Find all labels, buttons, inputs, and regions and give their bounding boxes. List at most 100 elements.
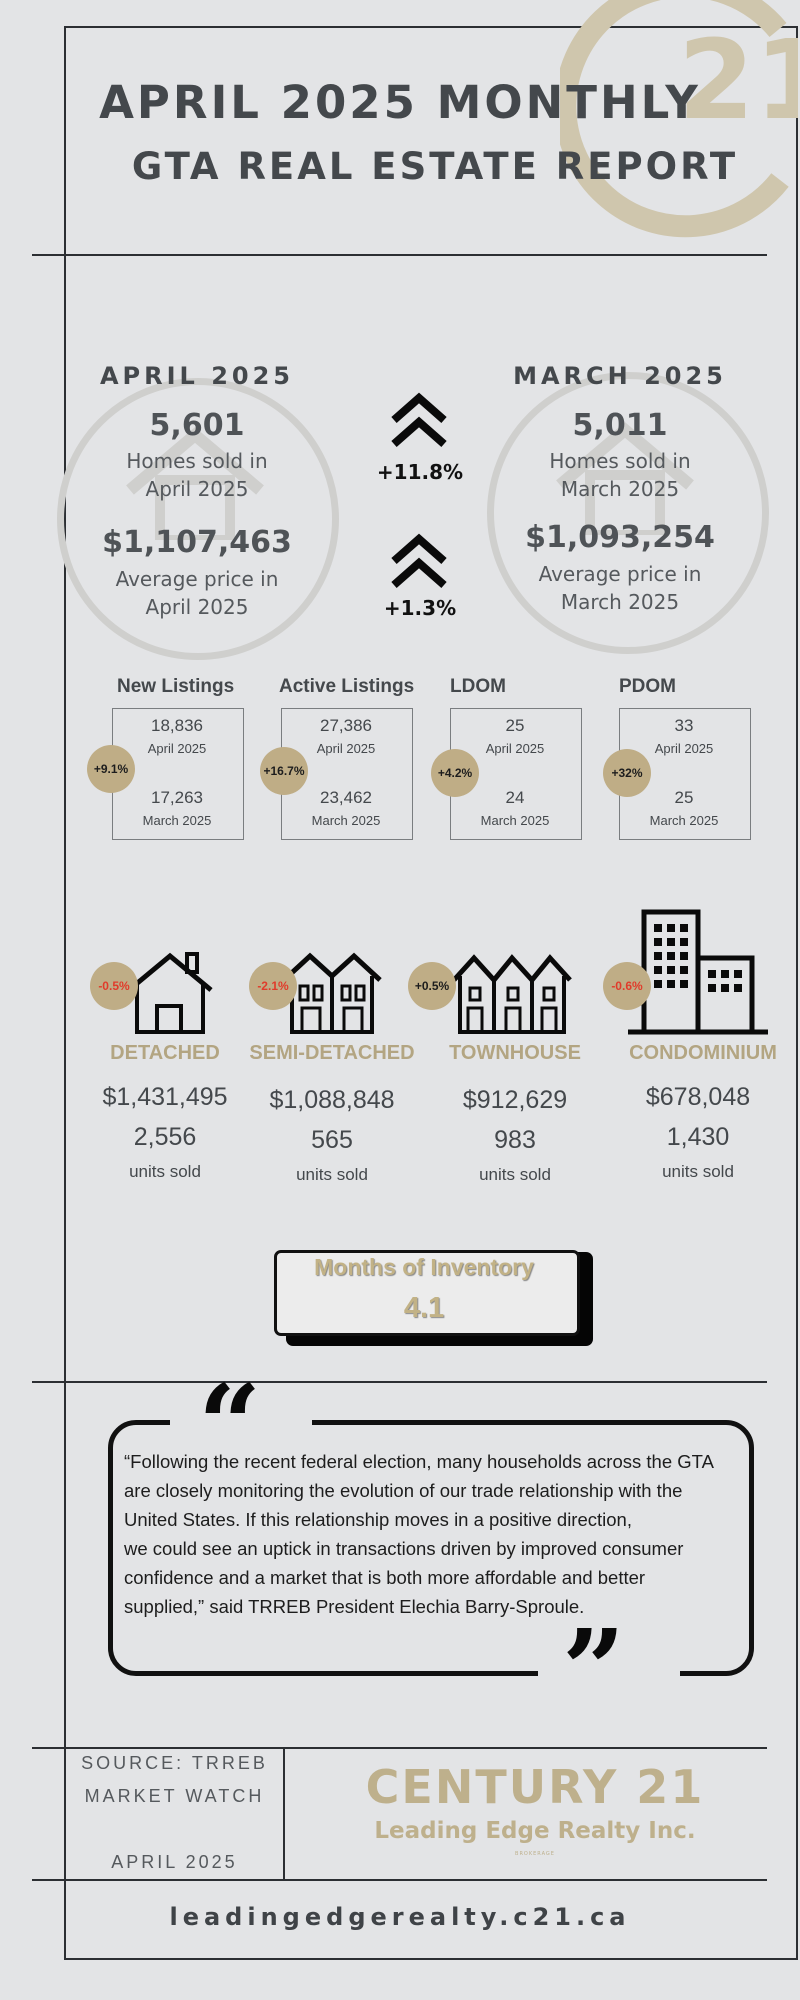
divider bbox=[32, 1879, 767, 1881]
current-homes-sold-label: Homes sold in bbox=[126, 449, 268, 473]
stat-active-listings-label: Active Listings bbox=[279, 676, 415, 697]
current-avg-price-label: Average price in bbox=[115, 567, 279, 591]
townhouse-units: 983 bbox=[494, 1126, 536, 1154]
stat-pdom-previous: 25 bbox=[674, 788, 694, 807]
previous-month-heading: MARCH 2025 bbox=[513, 362, 727, 390]
semi-detached-label: SEMI-DETACHED bbox=[249, 1042, 415, 1064]
stat-new-listings-previous: 17,263 bbox=[151, 788, 203, 807]
stat-new-listings-current-label: April 2025 bbox=[147, 741, 207, 756]
quote-box bbox=[108, 1420, 754, 1676]
stat-pdom-previous-label: March 2025 bbox=[649, 813, 719, 828]
stat-new-listings-change-badge: +9.1% bbox=[87, 745, 135, 793]
stat-ldom-current: 25 bbox=[505, 716, 525, 735]
townhouse-price: $912,629 bbox=[462, 1086, 568, 1114]
frame-top-border bbox=[64, 26, 798, 28]
condominium-change-badge: -0.6% bbox=[603, 962, 651, 1010]
townhouse-icon bbox=[452, 954, 572, 1034]
quote-line: confidence and a market that is both mor… bbox=[124, 1567, 646, 1588]
report-title-line2: GTA REAL ESTATE REPORT bbox=[131, 145, 739, 188]
footer-vertical-divider bbox=[283, 1748, 285, 1880]
source-line1: SOURCE: TRREB bbox=[81, 1753, 268, 1773]
condominium-units-label: units sold bbox=[662, 1162, 734, 1181]
previous-avg-price-label-month: March 2025 bbox=[560, 590, 680, 614]
previous-homes-sold: 5,011 bbox=[572, 408, 668, 443]
stat-active-listings-current: 27,386 bbox=[320, 716, 372, 735]
quote-line: United States. If this relationship move… bbox=[124, 1509, 632, 1530]
townhouse-units-label: units sold bbox=[479, 1165, 551, 1184]
current-avg-price: $1,107,463 bbox=[102, 525, 292, 560]
sales-change-percent: +11.8% bbox=[376, 460, 464, 484]
previous-avg-price: $1,093,254 bbox=[525, 520, 715, 555]
detached-units-label: units sold bbox=[129, 1162, 201, 1181]
townhouse-change-badge: +0.5% bbox=[408, 962, 456, 1010]
svg-text:21: 21 bbox=[678, 16, 798, 144]
stat-pdom-current: 33 bbox=[674, 716, 694, 735]
stat-ldom-current-label: April 2025 bbox=[485, 741, 545, 756]
report-title-line1: APRIL 2025 MONTHLY bbox=[99, 76, 701, 129]
double-chevron-up-icon bbox=[391, 392, 447, 448]
quote-text: “Following the recent federal election, … bbox=[124, 1447, 736, 1621]
source-date: APRIL 2025 bbox=[111, 1852, 238, 1872]
semi-detached-icon bbox=[282, 952, 382, 1034]
house-ring-icon bbox=[57, 378, 339, 660]
stat-active-listings-change-badge: +16.7% bbox=[260, 747, 308, 795]
stat-pdom-current-label: April 2025 bbox=[654, 741, 714, 756]
stat-pdom-change-badge: +32% bbox=[603, 749, 651, 797]
century21-watermark-icon: 21 bbox=[560, 0, 798, 238]
house-watermark-icon bbox=[556, 422, 694, 535]
detached-units: 2,556 bbox=[133, 1123, 197, 1151]
century21-logo-text: CENTURY 21 bbox=[365, 1760, 705, 1814]
quote-line: “Following the recent federal election, … bbox=[124, 1451, 714, 1472]
divider bbox=[32, 1381, 767, 1383]
divider bbox=[32, 1747, 767, 1749]
house-ring-icon bbox=[487, 372, 769, 654]
inventory-box bbox=[274, 1250, 580, 1336]
current-homes-sold: 5,601 bbox=[149, 408, 245, 443]
stat-ldom-previous: 24 bbox=[505, 788, 525, 807]
current-homes-sold-label-month: April 2025 bbox=[145, 477, 249, 501]
stat-ldom-change-badge: +4.2% bbox=[431, 749, 479, 797]
semi-detached-units-label: units sold bbox=[296, 1165, 368, 1184]
source-line2: MARKET WATCH bbox=[84, 1786, 265, 1806]
condo-building-icon bbox=[628, 909, 768, 1035]
inventory-value: 4.1 bbox=[403, 1292, 445, 1324]
previous-homes-sold-label: Homes sold in bbox=[549, 449, 691, 473]
condominium-price: $678,048 bbox=[645, 1083, 751, 1111]
quote-line: we could see an uptick in transactions d… bbox=[124, 1538, 684, 1559]
brokerage-label: BROKERAGE bbox=[515, 1851, 555, 1857]
divider bbox=[32, 254, 767, 256]
current-month-heading: APRIL 2025 bbox=[99, 362, 295, 390]
open-quote-icon: “ bbox=[198, 1360, 262, 1489]
price-change-percent: +1.3% bbox=[383, 596, 457, 620]
previous-homes-sold-label-month: March 2025 bbox=[560, 477, 680, 501]
stat-new-listings-label: New Listings bbox=[117, 676, 235, 697]
frame-left-border bbox=[64, 26, 66, 1960]
house-watermark-icon bbox=[126, 427, 264, 540]
stat-active-listings-previous-label: March 2025 bbox=[311, 813, 381, 828]
previous-avg-price-label: Average price in bbox=[538, 562, 702, 586]
frame-bottom-border bbox=[64, 1958, 798, 1960]
current-avg-price-label-month: April 2025 bbox=[145, 595, 249, 619]
semi-detached-price: $1,088,848 bbox=[269, 1086, 395, 1114]
condominium-units: 1,430 bbox=[666, 1123, 730, 1151]
close-quote-icon: ” bbox=[562, 1605, 626, 1734]
condominium-label: CONDOMINIUM bbox=[629, 1042, 777, 1064]
quote-line: are closely monitoring the evolution of … bbox=[124, 1480, 683, 1501]
stat-ldom-label: LDOM bbox=[450, 676, 506, 697]
stat-ldom-previous-label: March 2025 bbox=[480, 813, 550, 828]
detached-house-icon bbox=[127, 952, 213, 1034]
stat-new-listings-current: 18,836 bbox=[151, 716, 203, 735]
frame-right-border bbox=[796, 26, 798, 1960]
stat-active-listings-current-label: April 2025 bbox=[316, 741, 376, 756]
semi-detached-change-badge: -2.1% bbox=[249, 962, 297, 1010]
semi-detached-units: 565 bbox=[311, 1126, 353, 1154]
stat-pdom-label: PDOM bbox=[619, 676, 676, 697]
stat-new-listings-previous-label: March 2025 bbox=[142, 813, 212, 828]
double-chevron-up-icon bbox=[391, 533, 447, 589]
stat-active-listings-previous: 23,462 bbox=[320, 788, 372, 807]
brokerage-name: Leading Edge Realty Inc. bbox=[374, 1818, 696, 1844]
inventory-label: Months of Inventory bbox=[314, 1254, 534, 1280]
website-url[interactable]: leadingedgerealty.c21.ca bbox=[169, 1903, 631, 1931]
detached-label: DETACHED bbox=[110, 1042, 220, 1064]
detached-price: $1,431,495 bbox=[102, 1083, 228, 1111]
